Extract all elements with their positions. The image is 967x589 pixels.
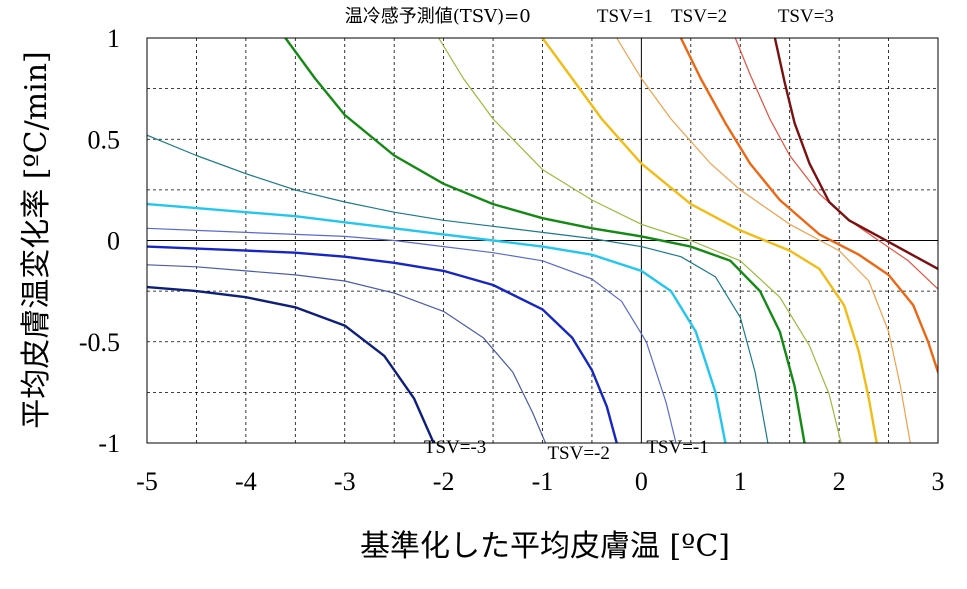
y-tick-label: 0 <box>107 227 120 256</box>
series-line-3 <box>147 245 618 443</box>
y-tick-label: 1 <box>107 24 120 53</box>
series-line-2 <box>147 264 547 443</box>
series-group <box>147 38 938 443</box>
x-tick-label: -1 <box>532 467 554 496</box>
series-annotation: TSV=1 <box>597 6 653 27</box>
plot-frame <box>146 37 939 444</box>
x-axis-title: 基準化した平均皮膚温 [ºC] <box>360 529 730 564</box>
series-line-12 <box>734 38 938 290</box>
series-line-1 <box>147 285 435 443</box>
y-tick-label: -1 <box>98 429 120 458</box>
series-annotation: TSV=3 <box>778 6 834 27</box>
series-line-6 <box>147 134 769 443</box>
x-tick-label: -4 <box>235 467 257 496</box>
series-annotation: TSV=2 <box>671 6 727 27</box>
series-line-5 <box>147 202 727 443</box>
series-line-9 <box>541 38 878 443</box>
y-tick-label: 0.5 <box>88 125 121 154</box>
y-tick-labels: 1 0.5 0 -0.5 -1 <box>79 24 120 458</box>
x-tick-label: 1 <box>734 467 747 496</box>
series-annotation: TSV=-1 <box>646 437 708 458</box>
series-line-11 <box>679 38 938 374</box>
series-line-7 <box>284 38 806 443</box>
x-tick-label: -5 <box>136 467 158 496</box>
series-line-10 <box>616 38 911 443</box>
x-tick-label: -3 <box>334 467 356 496</box>
y-tick-label: -0.5 <box>79 328 120 357</box>
series-annotation: TSV=-2 <box>547 443 609 464</box>
series-annotation: 温冷感予測値(TSV)=0 <box>345 6 531 27</box>
y-axis-title: 平均皮膚温変化率 [ºC/min] <box>19 51 54 428</box>
x-tick-label: -2 <box>433 467 455 496</box>
annotations: 温冷感予測値(TSV)=0 TSV=1 TSV=2 TSV=3 TSV=-3 TSV=-2… <box>345 6 834 464</box>
series-annotation: TSV=-3 <box>424 437 486 458</box>
x-tick-labels: -5 -4 -3 -2 -1 0 1 2 3 <box>136 467 944 496</box>
series-line-4 <box>147 227 677 443</box>
x-tick-label: 3 <box>932 467 945 496</box>
series-line-13 <box>773 38 938 271</box>
x-tick-label: 0 <box>635 467 648 496</box>
x-tick-label: 2 <box>833 467 846 496</box>
series-line-8 <box>438 38 842 443</box>
